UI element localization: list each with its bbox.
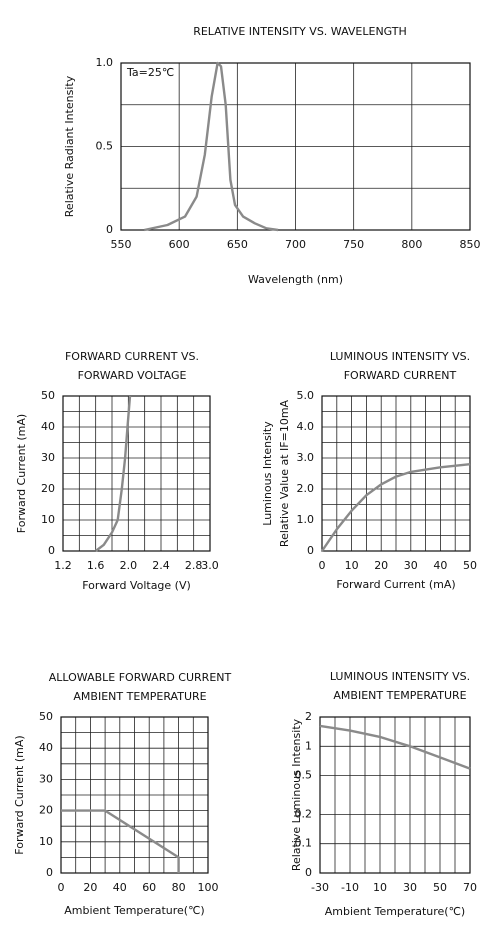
y-tick-label: 0: [106, 223, 113, 236]
plot-frame: [60, 716, 209, 874]
x-tick-label: 70: [463, 881, 477, 894]
y-axis-label: Forward Current (mA): [13, 735, 26, 854]
x-tick-label: 10: [373, 881, 387, 894]
y-tick-label: 0.1: [295, 837, 313, 850]
y-tick-label: 0: [48, 544, 55, 557]
chart-title: FORWARD CURRENT VS.: [65, 350, 199, 363]
y-tick-label: 1.0: [96, 56, 114, 69]
y-tick-label: 30: [41, 451, 55, 464]
x-tick-label: 50: [433, 881, 447, 894]
x-tick-label: 2.0: [120, 559, 138, 572]
x-tick-label: -10: [341, 881, 359, 894]
x-tick-label: 2.4: [152, 559, 170, 572]
x-axis-label: Forward Voltage (V): [82, 579, 191, 592]
y-tick-label: 20: [39, 804, 53, 817]
x-tick-label: 2.8: [185, 559, 203, 572]
x-tick-label: 1.6: [87, 559, 105, 572]
y-tick-label: 0: [46, 866, 53, 879]
curve: [94, 395, 132, 552]
chart-title: LUMINOUS INTENSITY VS.: [330, 350, 470, 363]
x-tick-label: 700: [285, 238, 306, 251]
x-tick-label: 850: [460, 238, 481, 251]
x-tick-label: 550: [111, 238, 132, 251]
y-tick-label: 10: [41, 513, 55, 526]
plot-frame: [321, 395, 471, 552]
x-axis-label: Wavelength (nm): [248, 273, 343, 286]
y-axis-label: Luminous Intensity: [261, 421, 274, 526]
y-tick-label: 1: [305, 739, 312, 752]
y-tick-label: 1.0: [297, 513, 315, 526]
x-tick-label: 3.0: [201, 559, 219, 572]
chart-title: ALLOWABLE FORWARD CURRENT: [49, 671, 232, 684]
curve: [144, 61, 279, 232]
chart-title: AMBIENT TEMPERATURE: [333, 689, 466, 702]
plot-frame: [319, 716, 471, 874]
plot-frame: [120, 62, 471, 231]
x-tick-label: 50: [463, 559, 477, 572]
x-tick-label: 650: [227, 238, 248, 251]
x-tick-label: 30: [403, 881, 417, 894]
y-axis-label: Forward Current (mA): [15, 414, 28, 533]
y-tick-label: 0.5: [96, 140, 114, 153]
y-tick-label: 4.0: [297, 420, 315, 433]
curve: [321, 463, 471, 552]
chart-title: FORWARD CURRENT: [344, 369, 457, 382]
plot-frame: [62, 395, 211, 552]
x-tick-label: 40: [433, 559, 447, 572]
x-tick-label: 40: [113, 881, 127, 894]
x-tick-label: 100: [198, 881, 219, 894]
x-tick-label: 80: [172, 881, 186, 894]
x-tick-label: 1.2: [54, 559, 72, 572]
y-tick-label: 50: [41, 389, 55, 402]
x-tick-label: 20: [83, 881, 97, 894]
y-tick-label: 2: [305, 710, 312, 723]
x-tick-label: 0: [319, 559, 326, 572]
y-tick-label: 50: [39, 710, 53, 723]
y-tick-label: 0: [305, 866, 312, 879]
curve: [61, 809, 180, 873]
x-axis-label: Forward Current (mA): [336, 578, 455, 591]
y-tick-label: 0: [307, 544, 314, 557]
y-tick-label: 40: [41, 420, 55, 433]
x-tick-label: 10: [345, 559, 359, 572]
y-axis-label: Relative Luminous Intensity: [290, 718, 303, 871]
x-tick-label: 30: [404, 559, 418, 572]
x-axis-label: Ambient Temperature(℃): [64, 904, 204, 917]
y-tick-label: 3.0: [297, 451, 315, 464]
chart-title: FORWARD VOLTAGE: [78, 369, 187, 382]
y-tick-label: 5.0: [297, 389, 315, 402]
chart-title: RELATIVE INTENSITY VS. WAVELENGTH: [193, 25, 407, 38]
y-tick-label: 40: [39, 741, 53, 754]
x-tick-label: 750: [343, 238, 364, 251]
y-axis-label: Relative Value at IF=10mA: [278, 399, 291, 547]
y-axis-label: Relative Radiant Intensity: [63, 75, 76, 217]
chart-title: AMBIENT TEMPERATURE: [73, 690, 206, 703]
x-axis-label: Ambient Temperature(℃): [325, 905, 465, 918]
y-tick-label: 0.2: [295, 807, 313, 820]
x-tick-label: 60: [142, 881, 156, 894]
x-tick-label: 800: [401, 238, 422, 251]
x-tick-label: -30: [311, 881, 329, 894]
chart-title: LUMINOUS INTENSITY VS.: [330, 670, 470, 683]
y-tick-label: 30: [39, 772, 53, 785]
x-tick-label: 0: [58, 881, 65, 894]
curve: [319, 724, 471, 770]
y-tick-label: 20: [41, 482, 55, 495]
y-tick-label: 0.5: [295, 769, 313, 782]
y-tick-label: 10: [39, 835, 53, 848]
y-tick-label: 2.0: [297, 482, 315, 495]
x-tick-label: 20: [374, 559, 388, 572]
x-tick-label: 600: [169, 238, 190, 251]
annotation: Ta=25℃: [126, 66, 174, 79]
